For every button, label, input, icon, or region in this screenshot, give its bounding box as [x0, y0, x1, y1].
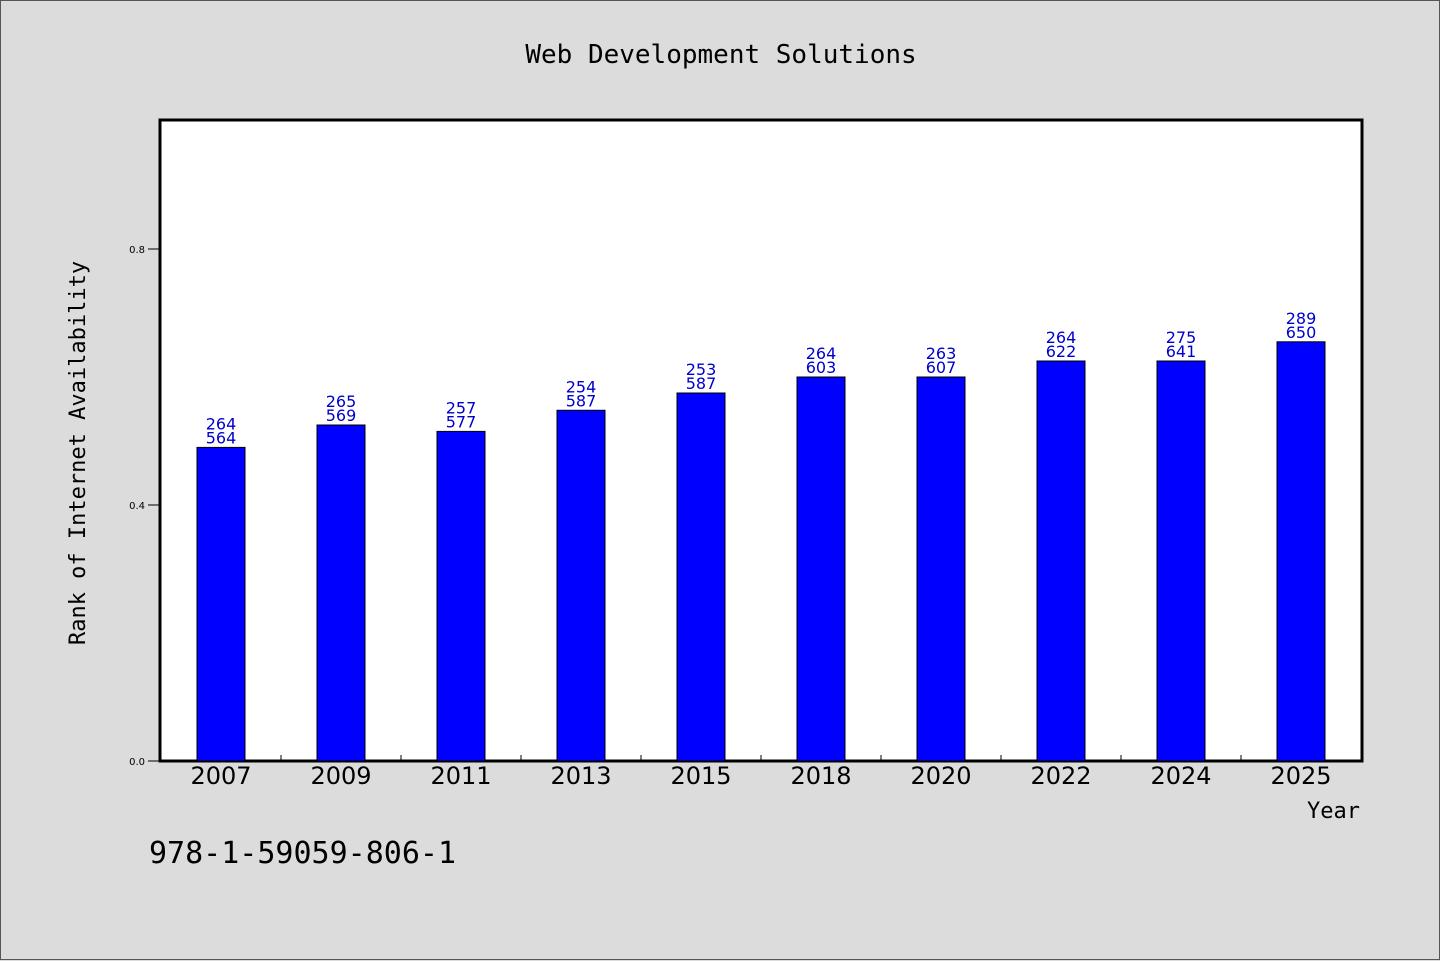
x-tick-label-2022: 2022 [1030, 762, 1091, 790]
x-tick-label-2007: 2007 [190, 762, 251, 790]
isbn-footer: 978-1-59059-806-1 [149, 836, 456, 871]
x-tick-label-2009: 2009 [310, 762, 371, 790]
bar-2025 [1276, 341, 1326, 762]
bar-2022 [1036, 360, 1086, 762]
data-label-top-2015: 253 [686, 360, 717, 379]
data-label-bottom-2018: 603 [806, 358, 837, 377]
data-label-top-2025: 289 [1286, 309, 1317, 328]
x-ticks-group: 2007 2009 2011 2013 2015 2018 2020 2022 2024 2025 [190, 755, 1332, 790]
data-label-top-2024: 275 [1166, 328, 1197, 347]
x-tick-label-2020: 2020 [910, 762, 971, 790]
x-tick-label-2011: 2011 [430, 762, 491, 790]
data-label-top-2007: 264 [206, 414, 237, 433]
data-label-bottom-2007: 564 [206, 428, 237, 447]
bar-2020 [916, 376, 966, 762]
x-tick-label-2025: 2025 [1270, 762, 1331, 790]
x-tick-label-2015: 2015 [670, 762, 731, 790]
data-label-top-2013: 254 [566, 377, 597, 396]
x-axis-label: Year [1307, 799, 1360, 824]
data-label-bottom-2020: 607 [926, 358, 957, 377]
bar-2015 [676, 392, 726, 762]
data-label-bottom-2025: 650 [1286, 323, 1317, 342]
data-label-top-2022: 264 [1046, 328, 1077, 347]
data-label-top-2011: 257 [446, 398, 477, 417]
data-label-bottom-2015: 587 [686, 374, 717, 393]
data-label-bottom-2013: 587 [566, 391, 597, 410]
bar-2007 [196, 446, 246, 762]
chart-title: Web Development Solutions [525, 40, 916, 70]
data-label-top-2020: 263 [926, 344, 957, 363]
bar-2024 [1156, 360, 1206, 762]
y-tick-label-0.0: 0.0 [129, 757, 145, 768]
y-tick-label-0.4: 0.4 [129, 501, 145, 512]
bar-2009 [316, 424, 366, 762]
y-tick-label-0.8: 0.8 [129, 245, 145, 256]
data-label-top-2009: 265 [326, 392, 357, 411]
y-axis-label: Rank of Internet Availability [66, 261, 91, 645]
x-tick-label-2013: 2013 [550, 762, 611, 790]
data-label-bottom-2024: 641 [1166, 342, 1197, 361]
bar-2013 [556, 409, 606, 762]
data-label-bottom-2009: 569 [326, 406, 357, 425]
bar-2011 [436, 430, 486, 762]
bars-group [196, 341, 1326, 762]
data-label-bottom-2022: 622 [1046, 342, 1077, 361]
y-ticks-group: 0.0 0.4 0.8 [129, 245, 160, 768]
x-tick-label-2024: 2024 [1150, 762, 1211, 790]
bar-2018 [796, 376, 846, 762]
data-label-top-2018: 264 [806, 344, 837, 363]
data-label-bottom-2011: 577 [446, 412, 477, 431]
x-tick-label-2018: 2018 [790, 762, 851, 790]
